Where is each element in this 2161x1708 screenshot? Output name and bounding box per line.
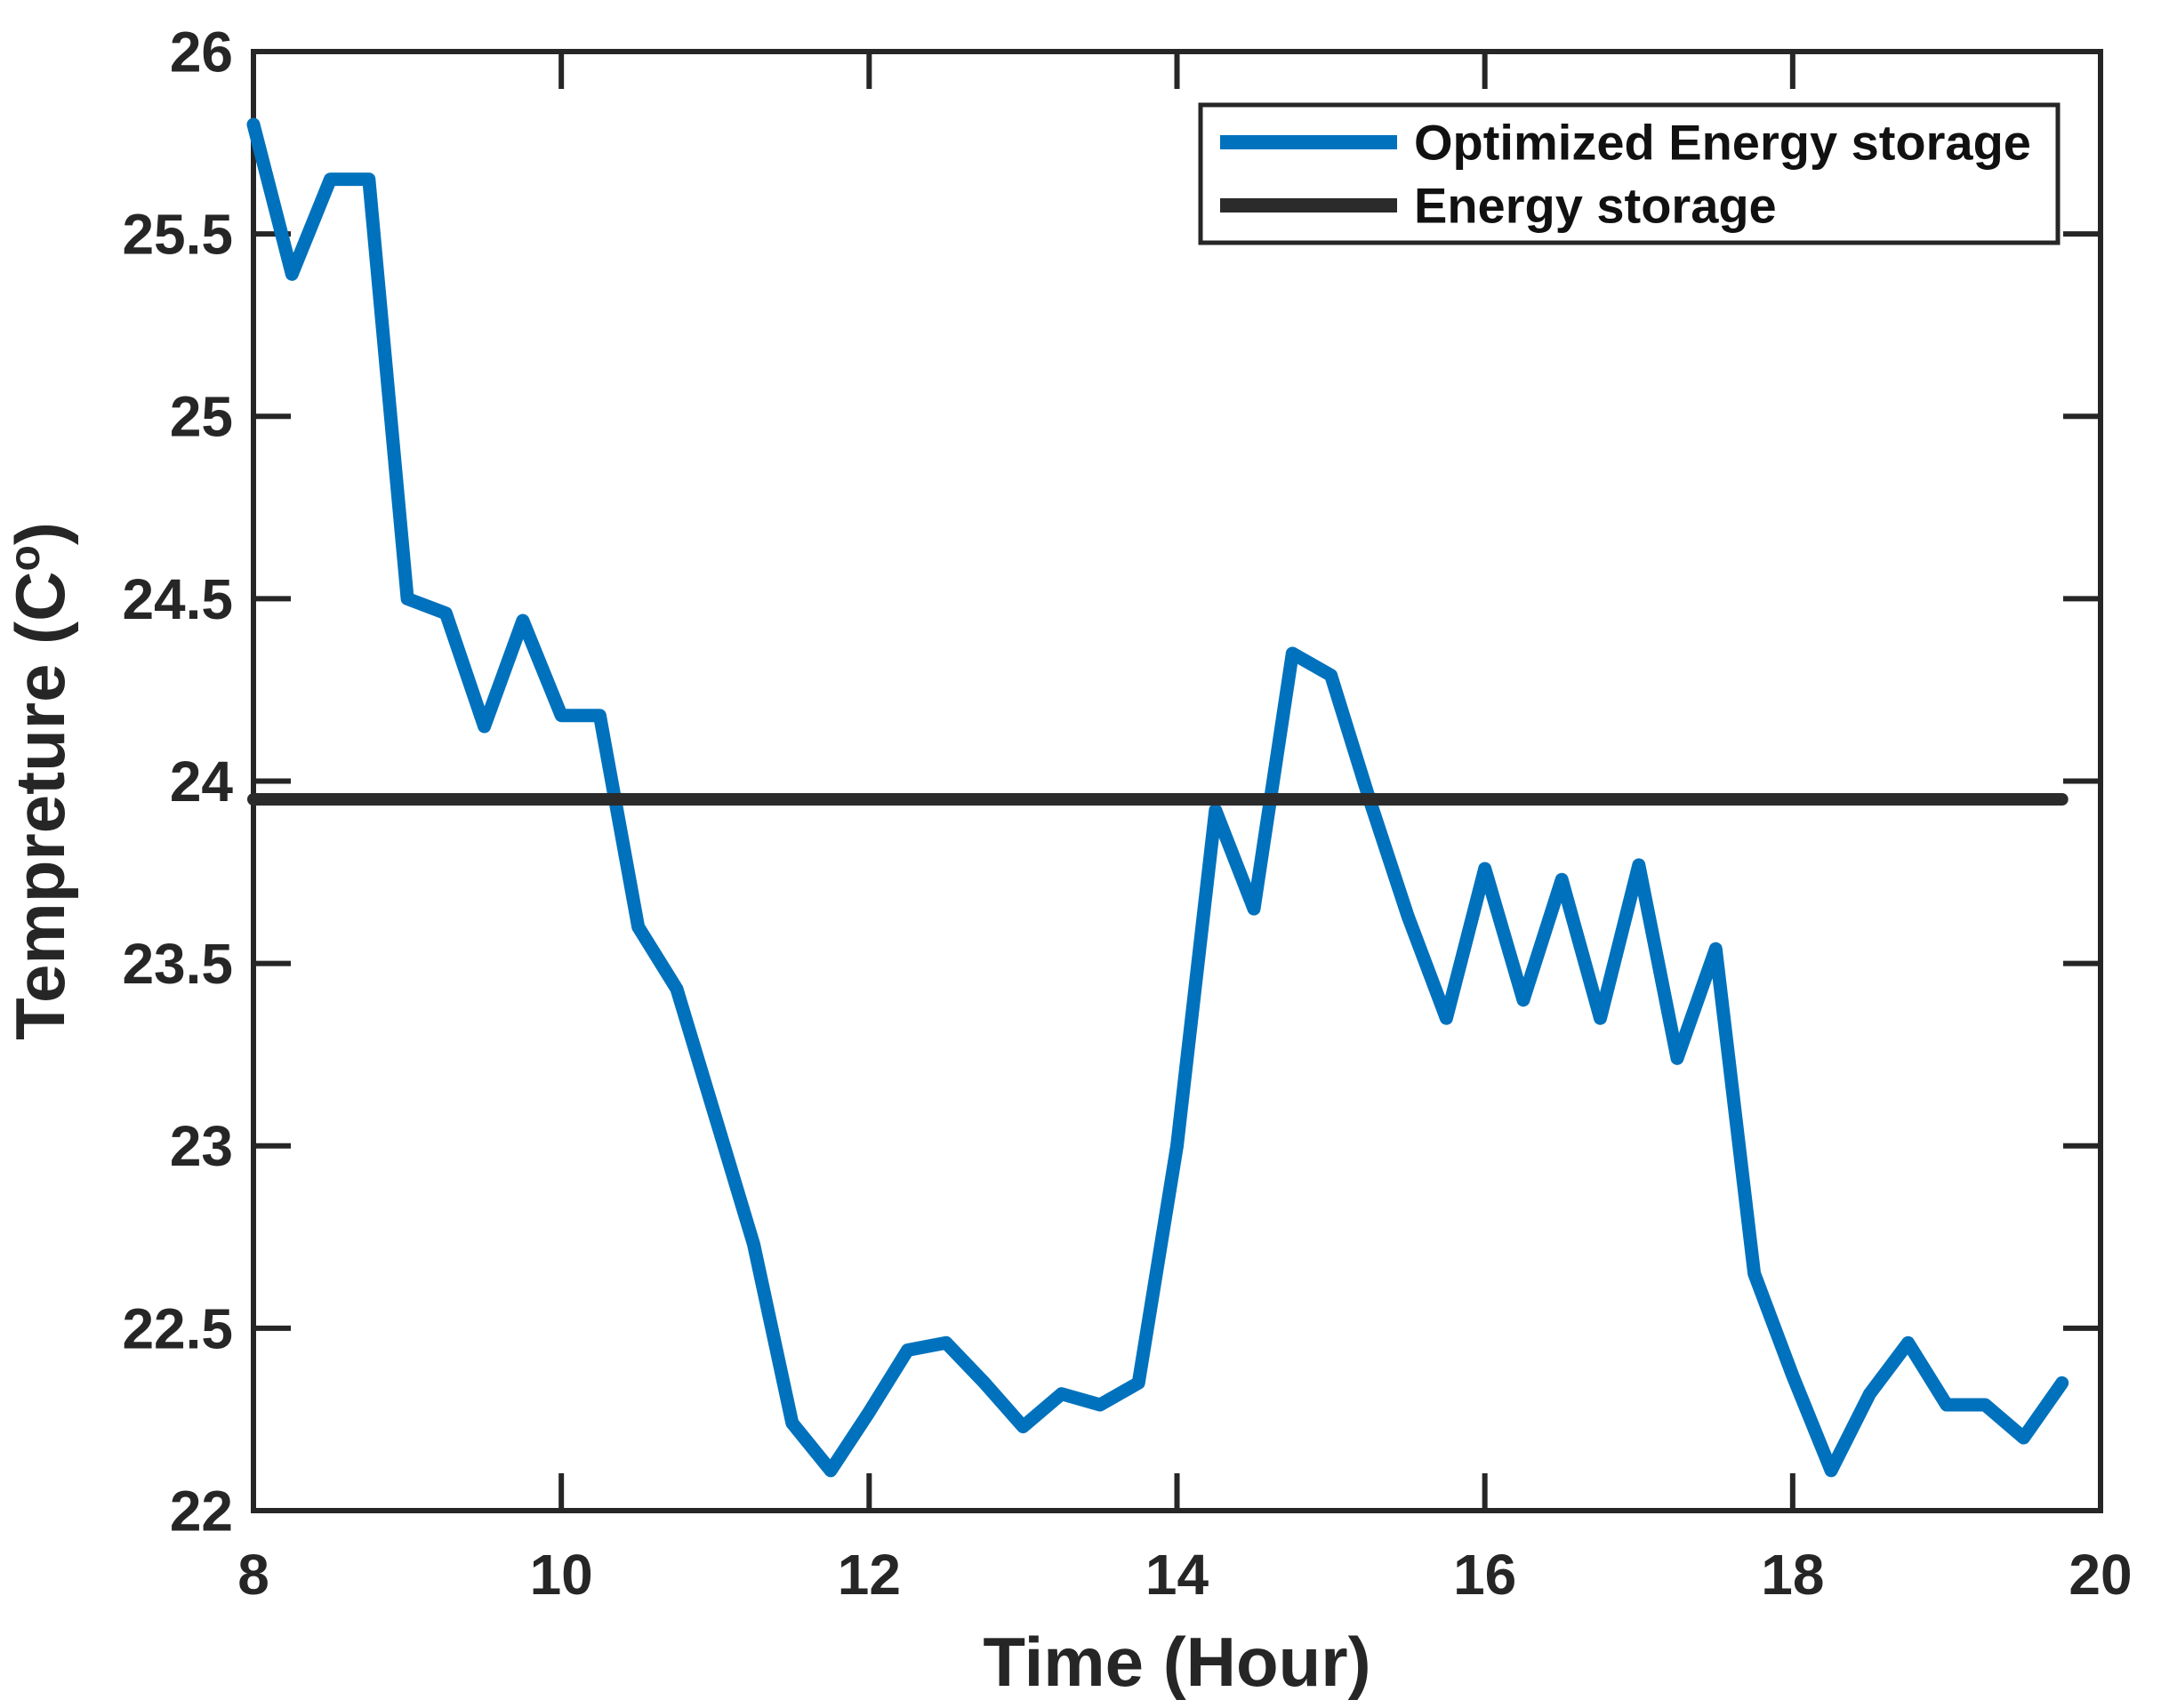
y-tick-label: 26 xyxy=(170,20,233,84)
x-tick-label: 20 xyxy=(2069,1543,2132,1607)
legend-label-0: Optimized Energy storage xyxy=(1414,115,2031,171)
y-tick-label: 25.5 xyxy=(122,203,233,267)
tick-marks xyxy=(251,49,2103,1513)
y-tick-label: 24.5 xyxy=(122,567,233,631)
y-tick-label: 25 xyxy=(170,385,233,449)
legend-box xyxy=(1198,102,2061,245)
x-tick-label: 18 xyxy=(1761,1543,1824,1607)
y-tick-label: 22 xyxy=(170,1479,233,1543)
y-tick-label: 22.5 xyxy=(122,1296,233,1360)
y-tick-label: 24 xyxy=(170,750,234,814)
y-tick-label: 23.5 xyxy=(122,932,233,996)
x-tick-label: 16 xyxy=(1453,1543,1516,1607)
x-tick-label: 10 xyxy=(530,1543,593,1607)
y-axis-label: Tempreture (Co) xyxy=(1,522,79,1040)
x-tick-label: 8 xyxy=(237,1543,269,1607)
legend: Optimized Energy storage Energy storage xyxy=(1198,102,2061,245)
legend-label-1: Energy storage xyxy=(1414,178,1777,234)
x-tick-label: 12 xyxy=(838,1543,901,1607)
x-tick-label: 14 xyxy=(1145,1543,1209,1607)
x-axis-label: Time (Hour) xyxy=(983,1623,1370,1701)
y-tick-label: 23 xyxy=(170,1114,233,1178)
series-line-0 xyxy=(246,117,2069,1478)
